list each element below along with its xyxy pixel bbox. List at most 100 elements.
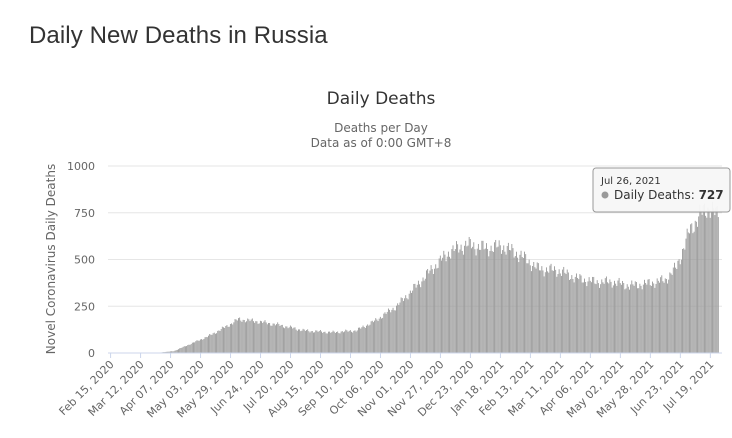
bar — [369, 324, 371, 353]
bar — [676, 269, 678, 353]
bar — [558, 269, 560, 353]
bar — [356, 330, 358, 353]
bar — [287, 328, 289, 353]
bar — [609, 279, 611, 353]
bar — [393, 310, 395, 353]
bar — [477, 243, 479, 353]
bar — [622, 280, 624, 353]
bar — [435, 264, 437, 353]
bar — [349, 330, 351, 353]
bar — [715, 207, 717, 353]
bar — [512, 248, 514, 353]
bar — [625, 288, 627, 353]
tooltip-series-marker — [601, 191, 609, 199]
y-axis-label: Novel Coronavirus Daily Deaths — [44, 164, 58, 354]
bar — [545, 267, 547, 353]
bar — [557, 274, 559, 353]
bar — [511, 244, 513, 353]
bar — [684, 249, 686, 353]
bar — [242, 319, 244, 353]
bar — [374, 320, 376, 353]
bar — [332, 330, 334, 353]
bar — [517, 257, 519, 353]
bar — [375, 318, 377, 353]
bar — [586, 286, 588, 353]
bar — [227, 326, 229, 353]
bar — [444, 254, 446, 353]
bar — [532, 265, 534, 353]
bar — [324, 331, 326, 353]
bar — [225, 326, 227, 353]
bar — [274, 325, 276, 353]
bar — [238, 318, 239, 353]
bar — [665, 278, 667, 353]
bar — [266, 324, 268, 353]
bar — [522, 257, 524, 353]
bar — [649, 285, 651, 353]
bar — [284, 328, 286, 353]
bar — [597, 283, 599, 353]
bar — [450, 258, 452, 353]
bar — [412, 290, 414, 353]
bar — [276, 324, 277, 353]
bar — [270, 325, 272, 353]
bar — [223, 327, 224, 353]
bar — [241, 321, 243, 353]
bar — [229, 324, 231, 353]
bar — [285, 326, 287, 353]
bar — [428, 273, 430, 353]
bar — [535, 268, 537, 353]
bar — [635, 282, 637, 353]
bar — [446, 256, 448, 353]
bar — [562, 269, 564, 353]
bar — [249, 321, 251, 353]
bar — [573, 282, 575, 353]
bar — [540, 270, 542, 353]
bar — [212, 333, 214, 353]
bar — [345, 329, 347, 353]
bar — [713, 208, 715, 353]
bar — [509, 250, 510, 353]
bar — [599, 287, 600, 353]
bar — [534, 267, 536, 353]
bar — [202, 339, 204, 353]
bar — [206, 337, 208, 353]
bar — [179, 348, 181, 353]
tooltip-date: Jul 26, 2021 — [600, 176, 661, 187]
bar — [525, 254, 527, 353]
bar — [484, 248, 486, 353]
bar — [680, 259, 682, 353]
bar — [660, 277, 662, 353]
bar — [338, 333, 340, 353]
bar — [291, 326, 292, 353]
bar — [645, 282, 647, 353]
bar — [615, 283, 617, 353]
bar — [167, 351, 169, 353]
bar — [404, 298, 406, 353]
bar — [667, 283, 668, 353]
bar — [541, 266, 543, 353]
bar — [430, 265, 432, 353]
bar — [336, 332, 337, 353]
bar — [333, 331, 335, 353]
bar — [301, 330, 303, 353]
y-axis-ticks: 0 250 500 750 1000 — [67, 160, 95, 360]
bar — [607, 282, 609, 353]
bar — [716, 205, 718, 353]
bar — [566, 269, 568, 353]
bar — [473, 242, 475, 353]
bar — [712, 201, 713, 353]
bar — [364, 327, 366, 353]
bar — [459, 249, 461, 353]
bar — [372, 322, 374, 353]
bar — [527, 263, 529, 353]
bar — [605, 276, 607, 353]
bar — [644, 279, 645, 353]
bar — [462, 254, 464, 353]
bar — [579, 274, 581, 353]
bar — [257, 323, 259, 353]
bar — [710, 211, 712, 353]
bar — [646, 284, 648, 353]
bar — [679, 264, 681, 353]
